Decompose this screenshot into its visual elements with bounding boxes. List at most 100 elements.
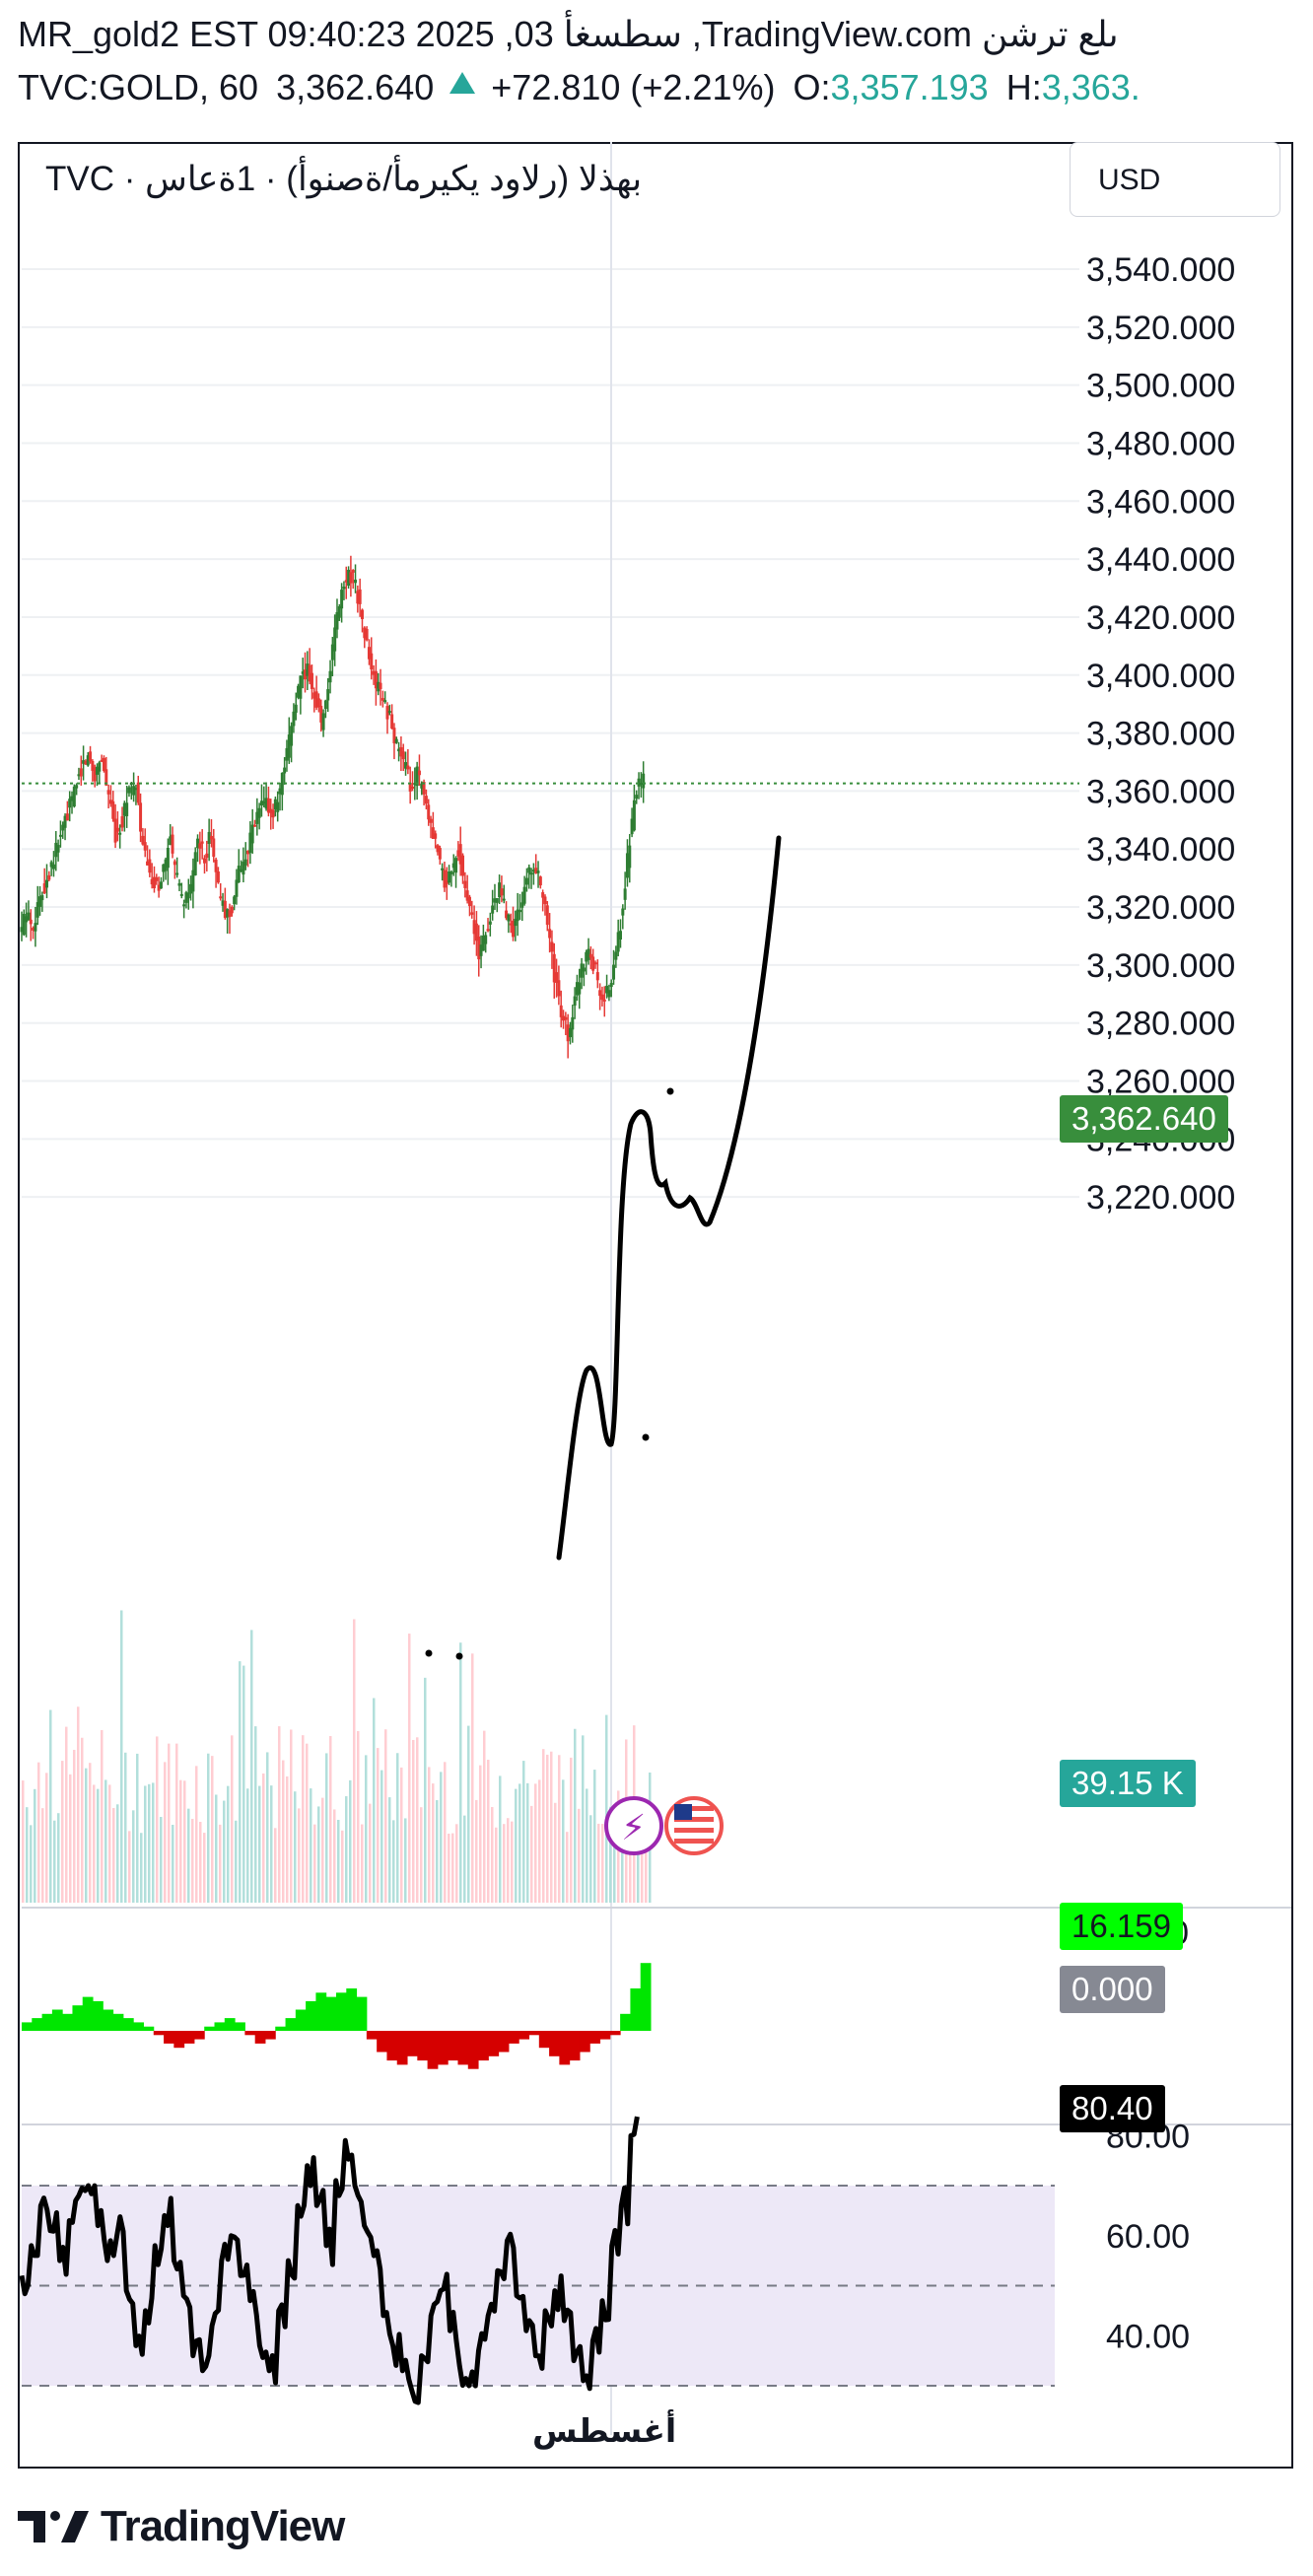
candle-body xyxy=(621,908,625,916)
candle-body xyxy=(299,675,303,699)
candle-body xyxy=(555,972,559,983)
candle-body xyxy=(202,858,206,864)
candle-body xyxy=(38,896,42,907)
volume-bar xyxy=(613,1807,616,1903)
candle-body xyxy=(559,1005,563,1017)
candle-body xyxy=(198,843,202,849)
volume-bar xyxy=(550,1751,553,1903)
candle-body xyxy=(49,862,53,868)
candle-body xyxy=(175,872,179,875)
candle-body xyxy=(605,985,609,994)
volume-bar xyxy=(219,1824,222,1903)
chart-frame[interactable] xyxy=(18,142,1293,2469)
candle-body xyxy=(96,766,100,775)
volume-bar xyxy=(250,1630,253,1903)
user-drawings[interactable]: ⚡ xyxy=(425,835,782,1855)
candle-body xyxy=(632,800,636,831)
brand-name: TradingView xyxy=(101,2502,345,2550)
candle-body xyxy=(287,734,291,758)
oscillator-bar xyxy=(488,2031,500,2056)
candle-body xyxy=(377,681,380,692)
candle-body xyxy=(518,910,521,913)
candle-body xyxy=(219,896,223,899)
oscillator-bar xyxy=(549,2031,560,2056)
candle-body xyxy=(502,898,506,901)
candle-body xyxy=(493,898,497,903)
candle-body xyxy=(639,783,643,786)
oscillator-bar xyxy=(32,2018,43,2031)
volume-bar xyxy=(503,1824,506,1903)
volume-bar xyxy=(448,1833,450,1903)
candle-body xyxy=(146,861,150,866)
candle-body xyxy=(635,795,639,800)
volume-bar xyxy=(601,1824,604,1903)
projection-drawing xyxy=(556,835,782,1561)
volume-bar xyxy=(128,1831,131,1903)
candle-body xyxy=(184,892,188,903)
time-axis-month: أغسطس xyxy=(532,2412,677,2449)
volume-bar xyxy=(101,1729,104,1903)
us-flag-stripe xyxy=(674,1828,714,1833)
symbol-legend[interactable]: TVC · بهذلا (رلاود يكيرمأ/ةصنوأ) · 1ةعاس xyxy=(45,160,643,198)
volume-bar xyxy=(160,1817,163,1903)
candle-body xyxy=(32,928,35,931)
volume-bar xyxy=(152,1782,155,1903)
oscillator-bar xyxy=(498,2031,510,2053)
oscillator-bar xyxy=(62,2013,73,2031)
candle-body xyxy=(292,711,296,727)
candle-body xyxy=(500,888,504,896)
tradingview-logo[interactable]: TradingView xyxy=(18,2502,345,2551)
candle-body xyxy=(166,848,170,869)
volume-bar xyxy=(467,1725,470,1903)
candle-body xyxy=(431,827,435,840)
oscillator-bar xyxy=(173,2031,185,2049)
candle-body xyxy=(422,781,426,795)
candle-body xyxy=(351,570,355,573)
volume-bar xyxy=(637,1809,640,1903)
volume-bar xyxy=(81,1737,84,1903)
candle-body xyxy=(472,920,476,935)
volume-bar xyxy=(313,1824,316,1903)
candle-body xyxy=(474,923,478,941)
candle-body xyxy=(169,836,173,846)
candle-body xyxy=(573,996,577,1007)
volume-bar xyxy=(483,1730,486,1903)
volume-bar xyxy=(416,1737,419,1903)
candle-body xyxy=(568,1027,572,1038)
price-axis-labels: 3,540.000 3,520.000 3,500.000 3,480.000 3,46… xyxy=(1086,251,1235,2355)
candle-body xyxy=(602,999,606,1002)
price-tick-label: 3,220.000 xyxy=(1086,1179,1235,1217)
candle-body xyxy=(273,799,277,810)
candle-body xyxy=(456,850,460,857)
volume-bar xyxy=(242,1665,245,1903)
candle-body xyxy=(243,859,247,866)
oscillator-bar xyxy=(254,2031,266,2044)
oscillator-bar xyxy=(103,2009,114,2031)
volume-bar xyxy=(380,1770,383,1903)
volume-bar xyxy=(645,1823,648,1903)
volume-bar xyxy=(554,1802,557,1903)
candle-body xyxy=(162,864,166,872)
volume-bar xyxy=(574,1728,577,1903)
oscillator-bar xyxy=(559,2031,571,2065)
candle-body xyxy=(349,572,353,584)
candle-body xyxy=(86,755,90,766)
candle-body xyxy=(27,912,31,920)
volume-bar xyxy=(400,1767,403,1903)
volume-bar xyxy=(451,1833,454,1903)
volume-bar xyxy=(246,1788,249,1903)
volume-bar xyxy=(345,1796,348,1903)
price-tick-label: 3,300.000 xyxy=(1086,947,1235,985)
candle-body xyxy=(372,670,376,675)
candle-body xyxy=(415,766,419,787)
candle-body xyxy=(387,711,391,714)
candle-body xyxy=(379,682,382,689)
oscillator-bar xyxy=(72,2005,84,2031)
candle-body xyxy=(575,982,579,996)
volume-bar xyxy=(290,1729,293,1903)
candle-body xyxy=(454,858,458,873)
rsi-value-tag: 80.40 xyxy=(1060,2085,1165,2132)
oscillator-bar xyxy=(143,2026,155,2031)
currency-button[interactable]: USD xyxy=(1070,142,1280,217)
